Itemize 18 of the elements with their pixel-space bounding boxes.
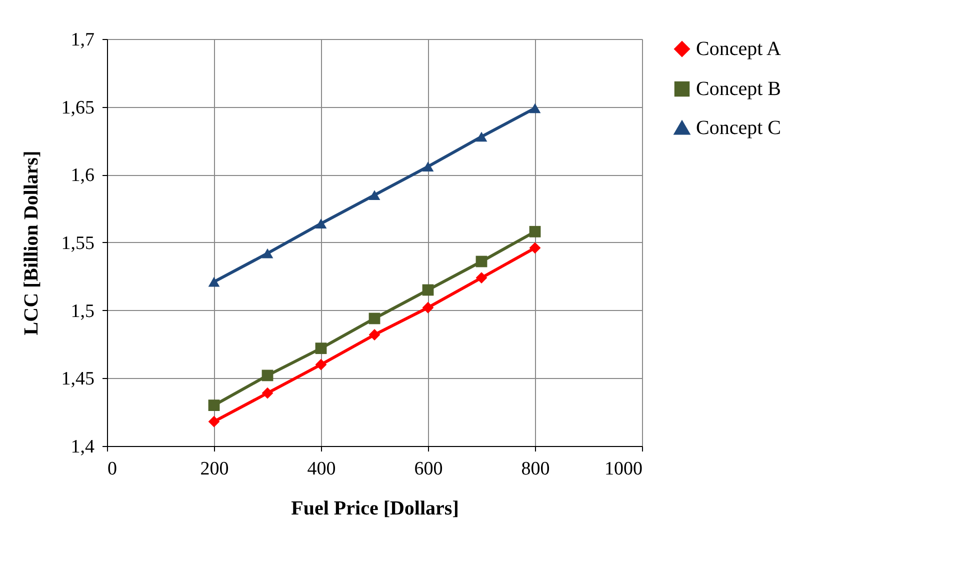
legend-label: Concept A [696,38,782,60]
x-tick-label: 0 [108,458,117,480]
y-tick-label: 1,65 [61,97,94,118]
x-tick-label: 400 [307,458,336,480]
y-tick-label: 1,55 [61,233,94,254]
x-axis-title: Fuel Price [Dollars] [291,498,459,520]
y-tick-label: 1,7 [70,30,94,50]
y-axis-title: LCC [Billion Dollars] [20,150,42,336]
x-tick-label: 800 [521,458,550,480]
y-tick-label: 1,4 [70,436,95,458]
y-tick-label: 1,45 [61,368,94,390]
x-tick-label: 600 [414,458,443,480]
legend-label: Concept C [696,117,781,139]
x-tick-label: 200 [200,458,229,480]
x-tick-label: 1000 [604,458,642,480]
legend-label: Concept B [696,78,781,100]
y-tick-label: 1,5 [70,300,94,322]
y-tick-label: 1,6 [70,165,94,186]
